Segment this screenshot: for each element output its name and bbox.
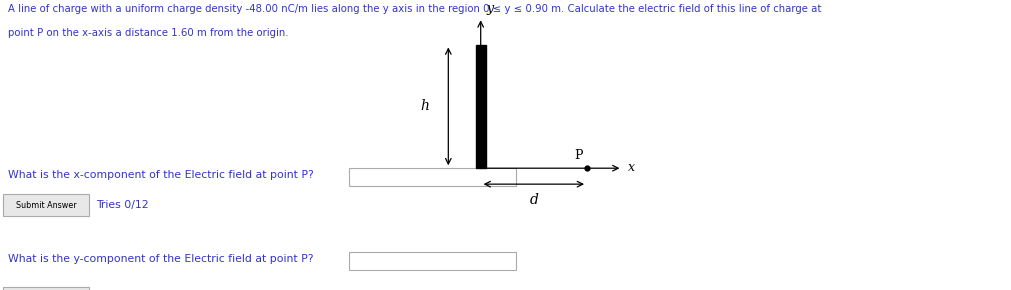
Bar <box>349 168 516 186</box>
Text: A line of charge with a uniform charge density -48.00 nC/m lies along the y axis: A line of charge with a uniform charge d… <box>8 4 821 14</box>
FancyBboxPatch shape <box>3 287 89 290</box>
Bar <box>349 252 516 270</box>
Text: What is the y-component of the Electric field at point P?: What is the y-component of the Electric … <box>8 254 313 264</box>
Text: point P on the x-axis a distance 1.60 m from the origin.: point P on the x-axis a distance 1.60 m … <box>8 28 288 37</box>
FancyBboxPatch shape <box>3 194 89 216</box>
Text: h: h <box>421 99 429 113</box>
Text: x: x <box>628 161 635 174</box>
Text: y: y <box>486 2 493 15</box>
Text: P: P <box>574 149 582 162</box>
Text: What is the x-component of the Electric field at point P?: What is the x-component of the Electric … <box>8 170 313 180</box>
Bar <box>475 45 485 168</box>
Text: Submit Answer: Submit Answer <box>16 201 76 210</box>
Text: Tries 0/12: Tries 0/12 <box>96 200 149 210</box>
Text: d: d <box>529 193 538 207</box>
